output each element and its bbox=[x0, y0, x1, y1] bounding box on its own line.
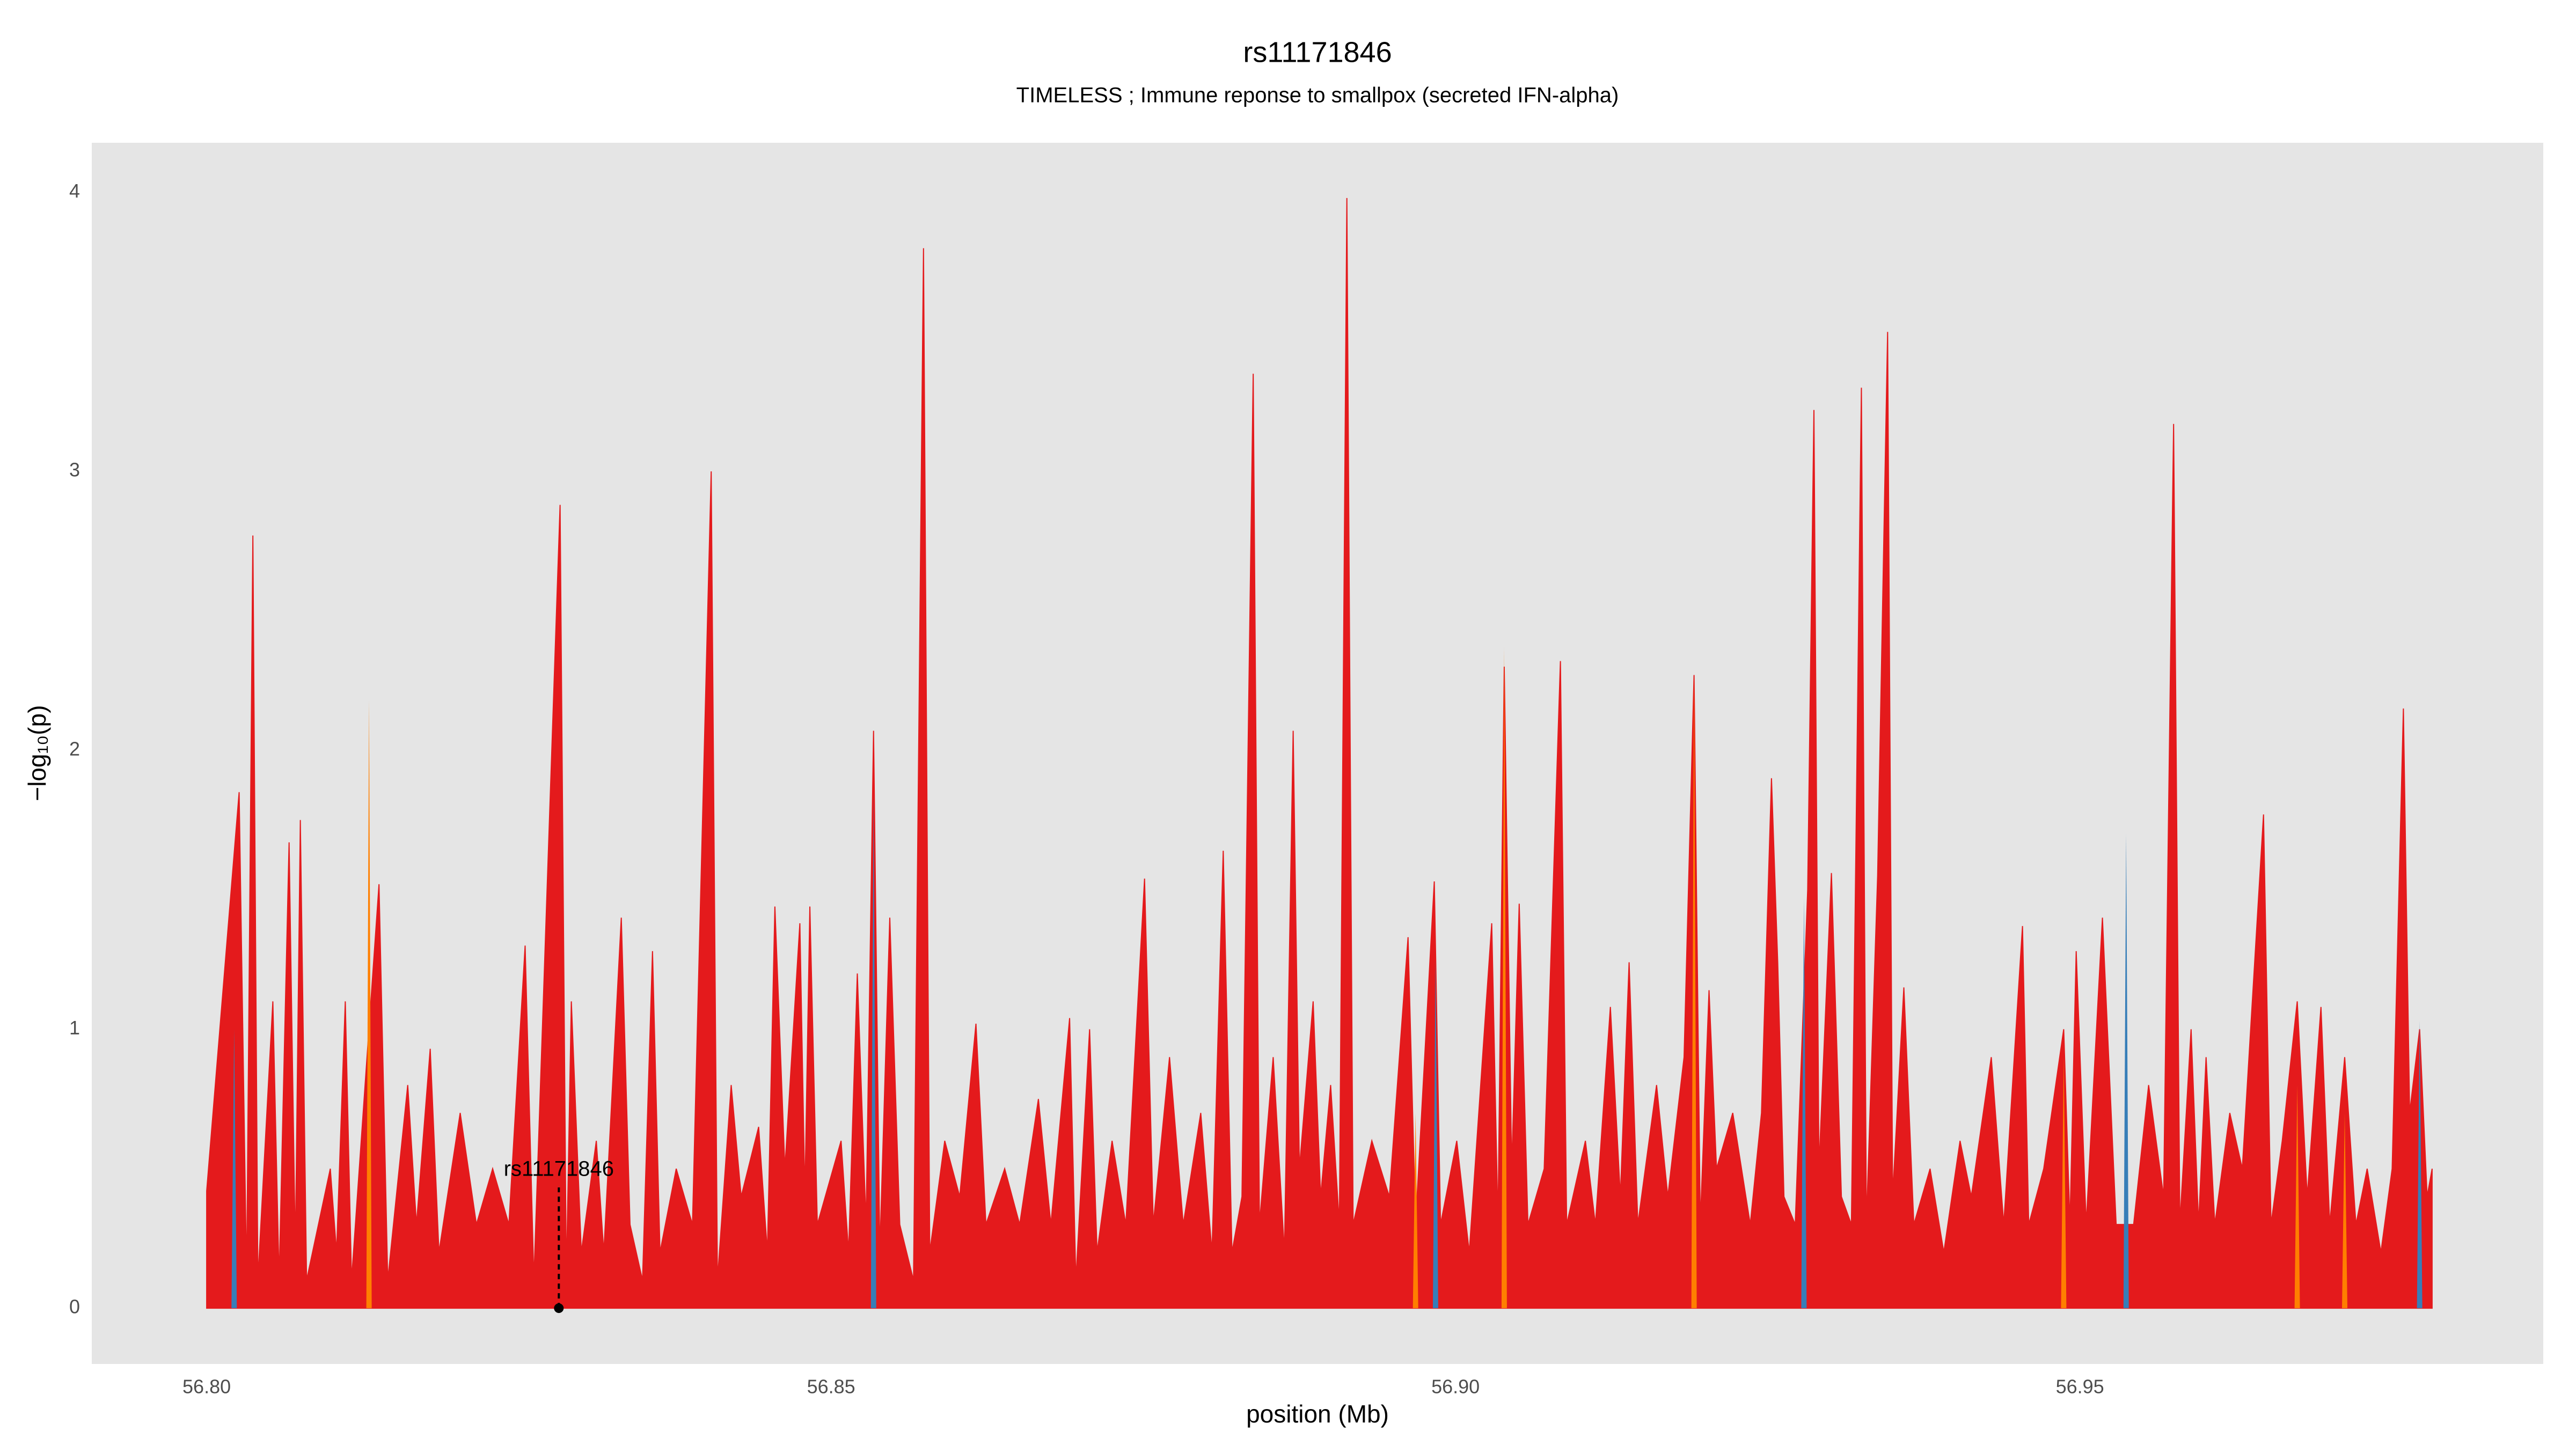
spike bbox=[1432, 959, 1438, 1309]
marks: rs11171846 bbox=[206, 198, 2433, 1314]
y-tick-label: 3 bbox=[69, 459, 80, 481]
x-tick-label: 56.90 bbox=[1431, 1376, 1480, 1398]
spike bbox=[2341, 1113, 2347, 1309]
chart-subtitle: TIMELESS ; Immune reponse to smallpox (s… bbox=[1016, 84, 1619, 107]
spike bbox=[2123, 834, 2129, 1309]
spike bbox=[2417, 1020, 2423, 1309]
axes: 56.80 56.85 56.90 56.95 0 1 2 3 4 bbox=[69, 180, 2104, 1398]
spike bbox=[2294, 1085, 2300, 1309]
y-tick-label: 0 bbox=[69, 1296, 80, 1318]
y-tick-label: 1 bbox=[69, 1017, 80, 1039]
area bbox=[206, 198, 2433, 1309]
x-tick-label: 56.85 bbox=[807, 1376, 855, 1398]
x-tick-label: 56.80 bbox=[182, 1376, 231, 1398]
spike bbox=[366, 700, 372, 1309]
annotation-point bbox=[554, 1303, 564, 1314]
annotation-label: rs11171846 bbox=[504, 1157, 614, 1181]
y-tick-label: 2 bbox=[69, 738, 80, 760]
y-tick-label: 4 bbox=[69, 180, 80, 202]
spike bbox=[1691, 675, 1697, 1309]
x-axis-title: position (Mb) bbox=[1246, 1400, 1389, 1428]
spike bbox=[2061, 1057, 2067, 1309]
spike bbox=[1413, 1113, 1418, 1309]
spike bbox=[870, 792, 876, 1309]
spike bbox=[231, 1029, 237, 1309]
y-axis-title: −log₁₀(p) bbox=[23, 705, 51, 801]
x-tick-label: 56.95 bbox=[2056, 1376, 2104, 1398]
spike bbox=[1501, 647, 1507, 1309]
chart-title: rs11171846 bbox=[1243, 36, 1392, 68]
spike bbox=[1801, 898, 1807, 1309]
